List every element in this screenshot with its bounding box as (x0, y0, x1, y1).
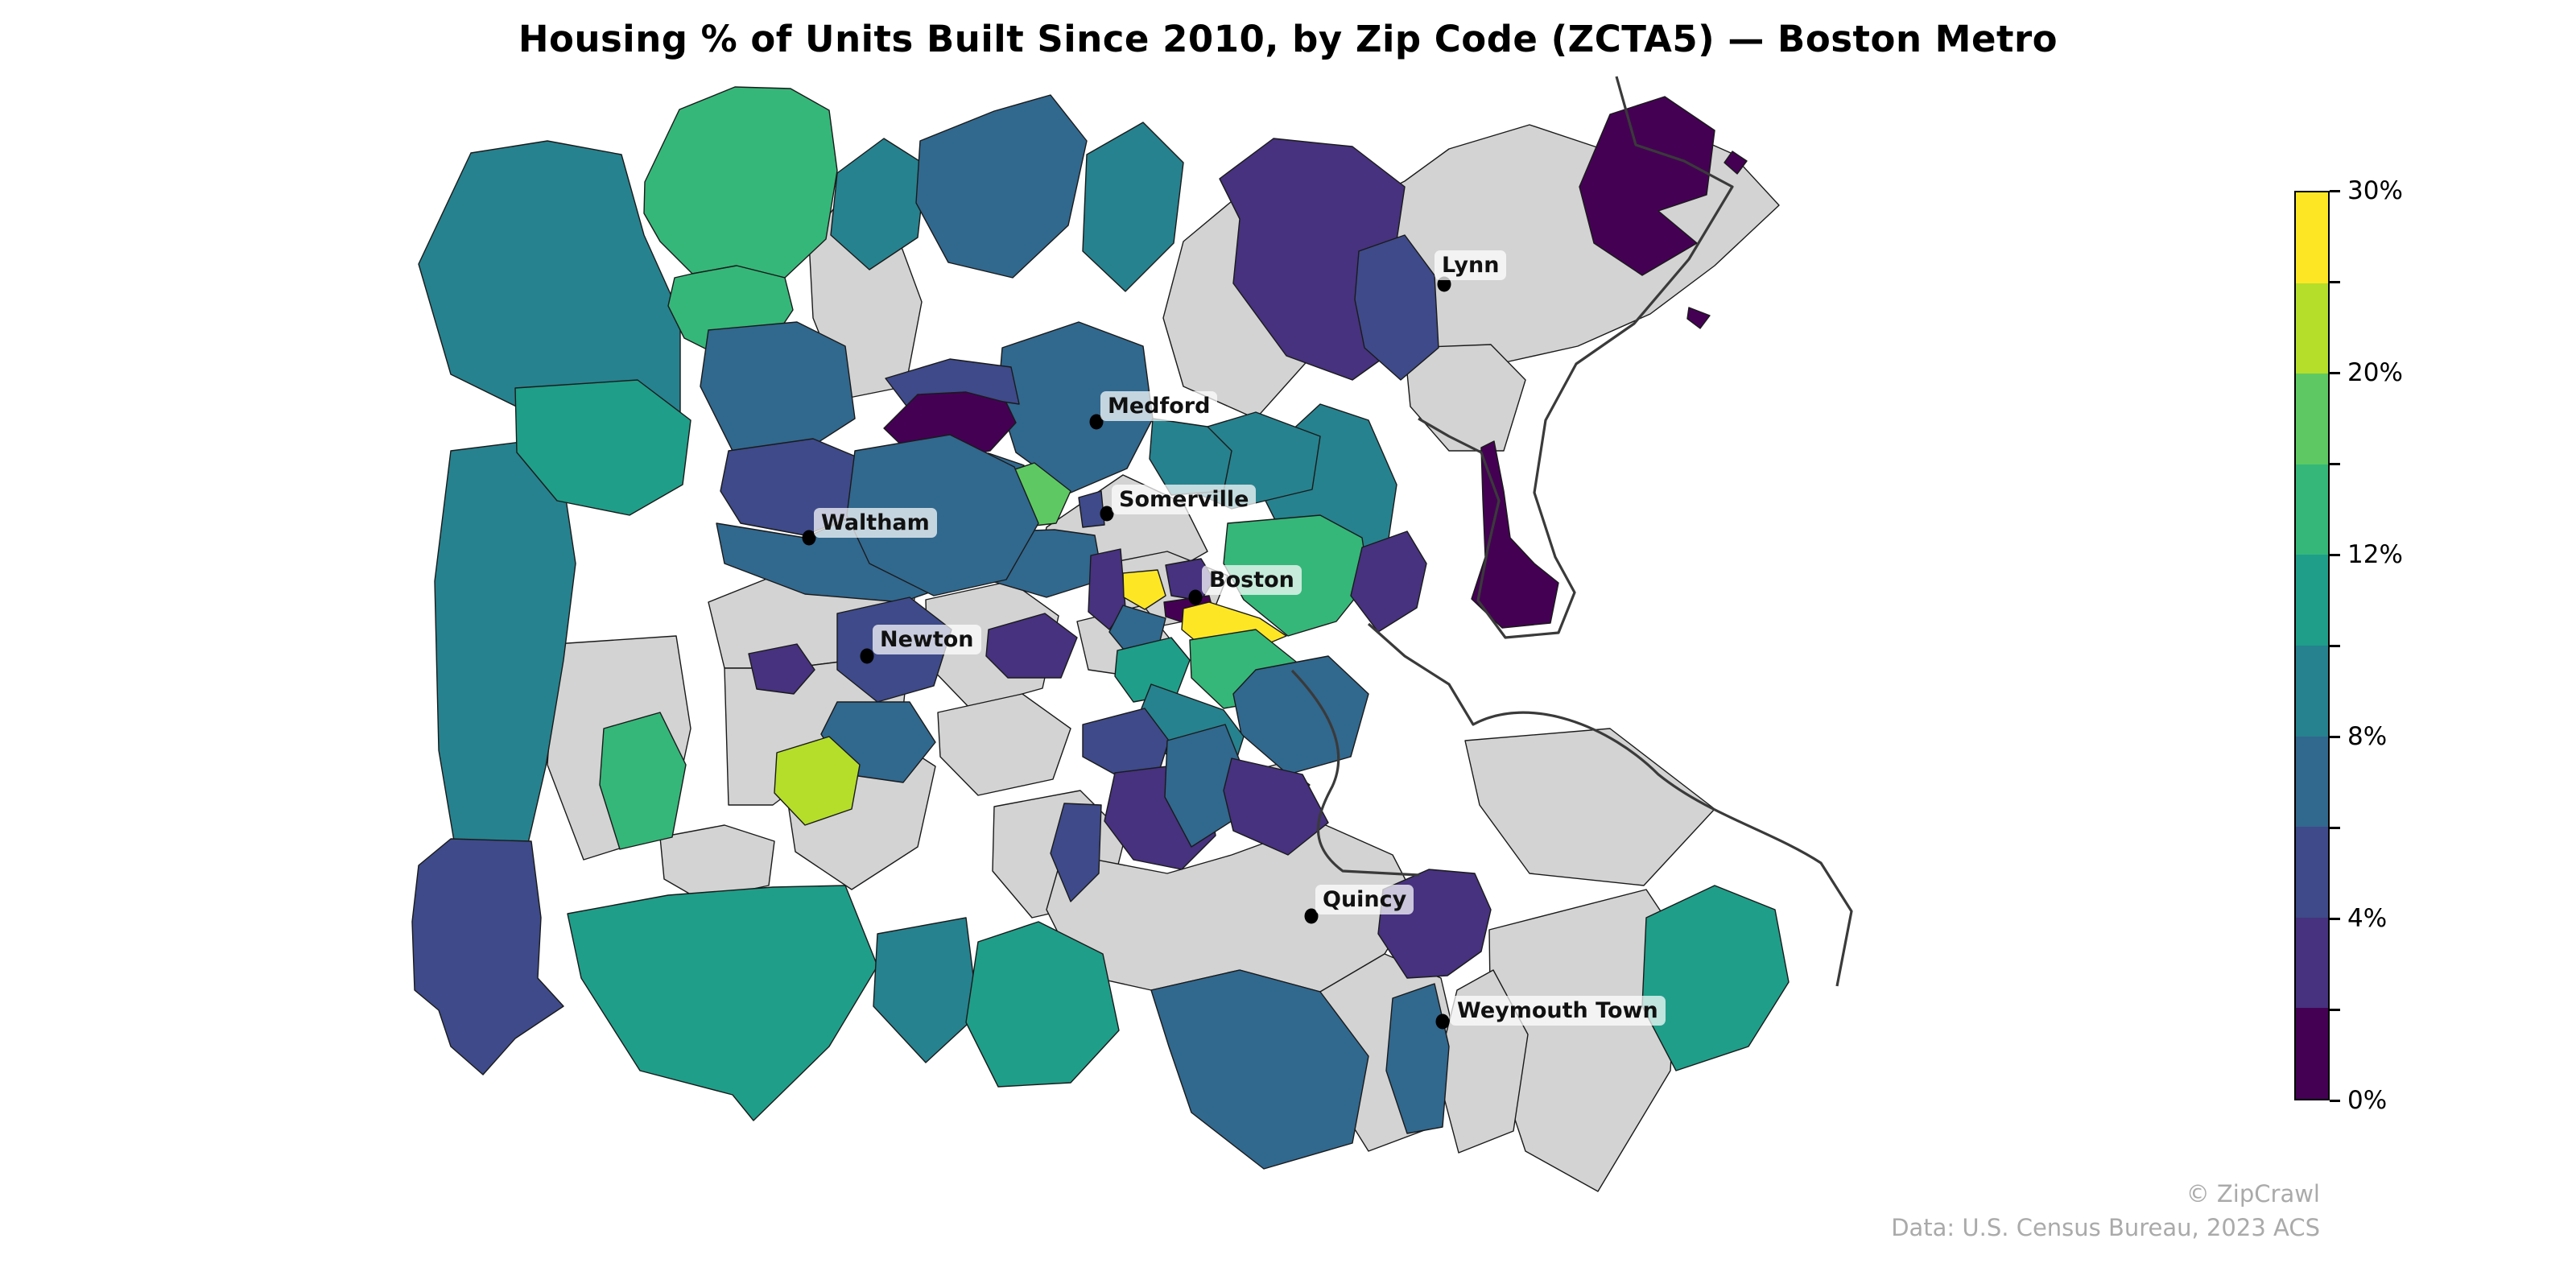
colorbar-band-8–10% (2296, 645, 2328, 737)
zcta-region-nodata (937, 693, 1071, 796)
city-label-newton: Newton (873, 625, 981, 655)
colorbar-tick (2330, 372, 2340, 374)
colorbar-tick-label-0%: 0% (2347, 1086, 2388, 1115)
page-title: Housing % of Units Built Since 2010, by … (518, 18, 2058, 60)
zcta-region-0-2 (1686, 307, 1711, 329)
city-dot-weymouth-town (1435, 1013, 1450, 1030)
colorbar-tick (2330, 736, 2340, 738)
coastline (1367, 622, 1853, 987)
zcta-region-nodata (1464, 728, 1715, 886)
colorbar-band-25–30% (2296, 192, 2328, 283)
colorbar-tick-label-30%: 30% (2347, 176, 2403, 205)
zcta-region-6-8 (915, 94, 1088, 279)
city-dot-lynn (1437, 276, 1451, 292)
zcta-region-6-8 (1150, 969, 1369, 1170)
city-label-weymouth-town: Weymouth Town (1450, 996, 1666, 1026)
zcta-region-2-4 (1223, 758, 1329, 856)
zcta-region-4-6 (1078, 490, 1105, 528)
city-dot-quincy (1304, 908, 1319, 924)
zcta-region-0-2 (1724, 151, 1748, 175)
zcta-region-10-12 (1641, 885, 1790, 1071)
zcta-region-10-12 (567, 885, 878, 1121)
colorbar-tick (2330, 281, 2340, 283)
zcta-region-10-12 (965, 921, 1120, 1088)
city-label-lynn: Lynn (1435, 250, 1507, 281)
colorbar-tick-label-12%: 12% (2347, 540, 2403, 569)
colorbar-tick (2330, 1100, 2340, 1102)
zcta-region-8-10 (434, 440, 576, 880)
coastline (1418, 76, 1734, 639)
colorbar-tick (2330, 645, 2340, 647)
zcta-region-25-30 (1122, 569, 1166, 610)
city-label-medford: Medford (1100, 391, 1218, 422)
zcta-region-nodata (1404, 344, 1526, 452)
zcta-region-4-6 (1354, 234, 1439, 381)
zcta-region-12-16 (643, 86, 838, 279)
zcta-region-6-8 (1385, 983, 1450, 1134)
colorbar-tick-label-20%: 20% (2347, 358, 2403, 387)
colorbar-gradient (2294, 191, 2330, 1100)
zcta-region-8-10 (1082, 122, 1184, 292)
colorbar-tick (2330, 918, 2340, 920)
city-dot-newton (860, 648, 874, 664)
colorbar-tick (2330, 190, 2340, 192)
colorbar-band-6–8% (2296, 736, 2328, 828)
city-dot-waltham (802, 530, 816, 546)
colorbar-band-20–25% (2296, 283, 2328, 374)
zcta-region-4-6 (1050, 803, 1102, 902)
watermark-text: © ZipCrawl (2186, 1180, 2320, 1208)
zcta-region-2-4 (1350, 530, 1427, 633)
colorbar-band-16–20% (2296, 374, 2328, 464)
colorbar-tick (2330, 554, 2340, 556)
coastline (1290, 669, 1420, 877)
city-dot-medford (1089, 414, 1104, 430)
colorbar-band-10–12% (2296, 555, 2328, 646)
colorbar-tick (2330, 827, 2340, 829)
zcta-region-nodata (659, 824, 775, 901)
zcta-region-20-25 (774, 736, 861, 826)
zcta-region-8-10 (873, 917, 979, 1063)
city-dot-somerville (1100, 506, 1114, 522)
colorbar-tick (2330, 463, 2340, 465)
city-label-waltham: Waltham (814, 508, 937, 539)
zcta-region-12-16 (599, 712, 687, 850)
zcta-region-8-10 (830, 138, 927, 270)
colorbar-band-12–16% (2296, 464, 2328, 555)
zcta-region-2-4 (985, 613, 1078, 679)
colorbar-band-0–2% (2296, 1008, 2328, 1099)
zcta-region-6-8 (1232, 655, 1369, 775)
colorbar-tick (2330, 1009, 2340, 1011)
zcta-region-0-2 (1579, 96, 1715, 276)
city-dot-boston (1188, 589, 1203, 605)
zcta-region-2-4 (748, 643, 815, 695)
data-source-text: Data: U.S. Census Bureau, 2023 ACS (1891, 1214, 2320, 1241)
city-label-somerville: Somerville (1112, 485, 1257, 515)
zcta-region-0-2 (1471, 440, 1559, 629)
zcta-region-4-6 (411, 838, 564, 1075)
colorbar-tick-label-8%: 8% (2347, 722, 2388, 751)
zcta-region-6-8 (700, 321, 856, 452)
colorbar-band-4–6% (2296, 827, 2328, 918)
zcta-region-10-12 (514, 379, 691, 516)
colorbar-tick-label-4%: 4% (2347, 904, 2388, 933)
city-label-boston: Boston (1202, 565, 1302, 596)
colorbar-band-2–4% (2296, 917, 2328, 1009)
city-label-quincy: Quincy (1315, 885, 1414, 915)
